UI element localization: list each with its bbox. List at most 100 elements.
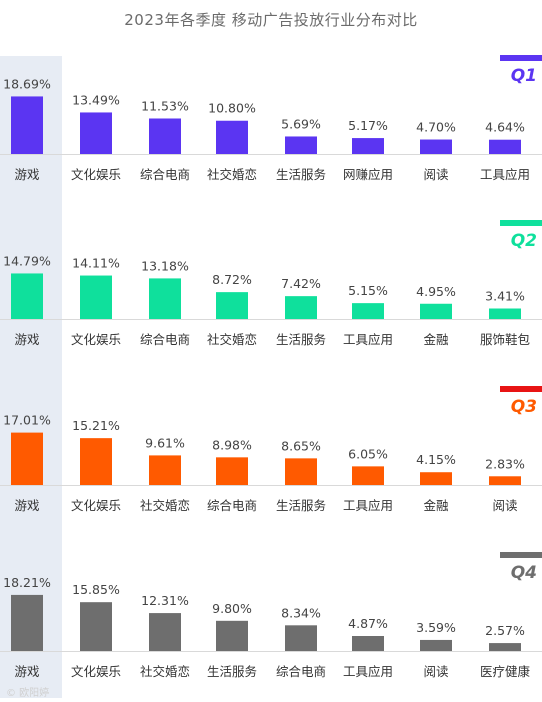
q2-value-label-2: 14.11%: [72, 256, 120, 271]
q3-category-label-6: 工具应用: [343, 498, 393, 513]
q2-category-label-7: 金融: [423, 332, 449, 347]
q3-category-label-1: 游戏: [14, 498, 39, 513]
q3-value-label-4: 8.98%: [212, 437, 252, 452]
q1-category-label-5: 生活服务: [276, 167, 326, 182]
q1-bar-2: [80, 112, 112, 154]
q4-quarter-label: Q4: [511, 563, 537, 583]
q4-bar-7: [420, 639, 452, 651]
q3-category-label-5: 生活服务: [276, 498, 326, 513]
q2-value-label-4: 8.72%: [212, 272, 252, 287]
q3-flag: [500, 386, 542, 392]
q1-value-label-4: 10.80%: [208, 101, 256, 116]
q1-value-label-6: 5.17%: [348, 118, 388, 133]
q2-bar-5: [285, 296, 317, 319]
q1-category-label-8: 工具应用: [480, 167, 530, 182]
q1-value-label-8: 4.64%: [485, 120, 525, 135]
q4-value-label-8: 2.57%: [485, 623, 525, 638]
q1-flag: [500, 55, 542, 61]
q2-bar-3: [149, 278, 181, 319]
q4-category-label-2: 文化娱乐: [71, 664, 121, 679]
q4-bar-4: [216, 620, 248, 651]
q2-category-label-5: 生活服务: [276, 332, 326, 347]
q3-category-label-4: 综合电商: [207, 498, 257, 513]
q1-category-label-6: 网赚应用: [343, 167, 393, 182]
q2-quarter-label: Q2: [511, 231, 537, 251]
q2-bar-8: [489, 308, 521, 319]
q4-bar-2: [80, 602, 112, 651]
chart-title: 2023年各季度 移动广告投放行业分布对比: [124, 11, 418, 29]
q3-category-label-7: 金融: [423, 498, 449, 513]
q1-bar-7: [420, 139, 452, 154]
q4-bar-3: [149, 613, 181, 651]
q2-bar-6: [352, 303, 384, 319]
q2-category-label-2: 文化娱乐: [71, 332, 121, 347]
q4-category-label-7: 阅读: [423, 664, 448, 679]
q1-bar-8: [489, 139, 521, 154]
q1-bar-1: [11, 96, 43, 154]
q4-value-label-7: 3.59%: [416, 620, 456, 635]
q3-bar-1: [11, 432, 43, 485]
q1-bar-4: [216, 120, 248, 154]
q2-bar-2: [80, 275, 112, 319]
q1-bar-3: [149, 118, 181, 154]
q3-value-label-2: 15.21%: [72, 418, 120, 433]
q4-category-label-6: 工具应用: [343, 664, 393, 679]
q1-value-label-7: 4.70%: [416, 120, 456, 135]
q1-value-label-2: 13.49%: [72, 92, 120, 107]
q2-bar-1: [11, 273, 43, 319]
q4-category-label-4: 生活服务: [207, 664, 257, 679]
q1-category-label-4: 社交婚恋: [207, 167, 257, 182]
q3-bar-2: [80, 438, 112, 485]
q2-value-label-3: 13.18%: [141, 258, 189, 273]
q3-value-label-8: 2.83%: [485, 456, 525, 471]
q1-value-label-1: 18.69%: [3, 76, 51, 91]
q1-value-label-3: 11.53%: [141, 98, 189, 113]
q2-bar-4: [216, 292, 248, 319]
q2-category-label-3: 综合电商: [140, 332, 190, 347]
q3-value-label-3: 9.61%: [145, 435, 185, 450]
q4-bar-1: [11, 594, 43, 651]
q4-category-label-1: 游戏: [14, 664, 39, 679]
q3-bar-4: [216, 457, 248, 485]
q4-flag: [500, 552, 542, 558]
q3-value-label-1: 17.01%: [3, 413, 51, 428]
q4-value-label-1: 18.21%: [3, 575, 51, 590]
q4-value-label-4: 9.80%: [212, 601, 252, 616]
q2-value-label-5: 7.42%: [281, 276, 321, 291]
q4-category-label-8: 医疗健康: [480, 664, 531, 679]
q3-value-label-6: 6.05%: [348, 446, 388, 461]
q3-bar-5: [285, 458, 317, 485]
q1-bar-6: [352, 138, 384, 154]
q4-bar-5: [285, 625, 317, 651]
q3-category-label-2: 文化娱乐: [71, 498, 121, 513]
q3-bar-8: [489, 476, 521, 485]
q1-category-label-3: 综合电商: [140, 167, 190, 182]
q3-value-label-5: 8.65%: [281, 438, 321, 453]
q1-category-label-2: 文化娱乐: [71, 167, 121, 182]
q1-category-label-7: 阅读: [423, 167, 448, 182]
q4-category-label-5: 综合电商: [276, 664, 326, 679]
q1-category-label-1: 游戏: [14, 167, 39, 182]
q1-value-label-5: 5.69%: [281, 116, 321, 131]
q4-value-label-2: 15.85%: [72, 582, 120, 597]
q3-bar-3: [149, 455, 181, 485]
q2-bar-7: [420, 303, 452, 319]
q4-bar-8: [489, 643, 521, 651]
q2-value-label-6: 5.15%: [348, 283, 388, 298]
q2-value-label-7: 4.95%: [416, 284, 456, 299]
q4-bar-6: [352, 636, 384, 651]
q2-value-label-8: 3.41%: [485, 288, 525, 303]
q2-category-label-1: 游戏: [14, 332, 39, 347]
q4-value-label-6: 4.87%: [348, 616, 388, 631]
q2-category-label-8: 服饰鞋包: [480, 332, 530, 347]
q2-category-label-4: 社交婚恋: [207, 332, 257, 347]
q3-bar-6: [352, 466, 384, 485]
q3-value-label-7: 4.15%: [416, 452, 456, 467]
q3-bar-7: [420, 472, 452, 485]
first-category-highlight: [0, 56, 62, 698]
q4-value-label-5: 8.34%: [281, 605, 321, 620]
watermark: © 欧阳婷: [6, 688, 50, 699]
q3-category-label-3: 社交婚恋: [140, 498, 190, 513]
q4-category-label-3: 社交婚恋: [140, 664, 190, 679]
